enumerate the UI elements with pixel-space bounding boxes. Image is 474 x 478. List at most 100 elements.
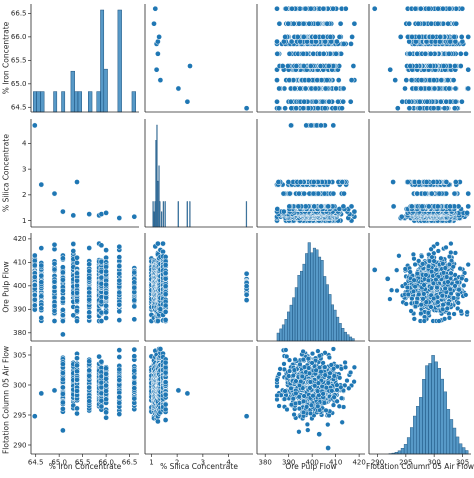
scatter-point [308, 6, 313, 11]
scatter-point [409, 204, 414, 209]
scatter-point [104, 248, 109, 253]
scatter-point [287, 51, 292, 56]
scatter-point [453, 179, 458, 184]
histogram-bar [290, 305, 293, 341]
scatter-point [407, 106, 412, 111]
scatter-point [439, 78, 444, 83]
scatter-point [419, 78, 424, 83]
scatter-point [393, 78, 398, 83]
scatter-point [298, 39, 303, 44]
scatter-point [99, 269, 104, 274]
scatter-point [60, 313, 65, 318]
scatter-point [295, 34, 300, 39]
scatter-point [305, 39, 310, 44]
scatter-point [157, 34, 162, 39]
scatter-point [74, 363, 79, 368]
scatter-point [329, 39, 334, 44]
histogram-bar [97, 92, 101, 112]
scatter-point [296, 204, 301, 209]
scatter-point [74, 179, 79, 184]
scatter-point [60, 318, 65, 323]
histogram-bar [459, 444, 462, 454]
scatter-point [52, 191, 57, 196]
scatter-point [430, 34, 435, 39]
scatter-point [335, 99, 340, 104]
scatter-point [424, 39, 429, 44]
scatter-point [132, 368, 137, 373]
scatter-point [158, 346, 163, 351]
histogram-bar [456, 437, 459, 454]
scatter-point [74, 388, 79, 393]
histogram-bar [33, 92, 36, 112]
histogram-bar [100, 10, 103, 112]
scatter-point [287, 204, 292, 209]
scatter-point [87, 297, 92, 302]
scatter-point [99, 404, 104, 409]
scatter-point [326, 204, 331, 209]
scatter-point [87, 276, 92, 281]
scatter-point [406, 99, 411, 104]
scatter-point [311, 179, 316, 184]
scatter-point [399, 214, 404, 219]
scatter-point [99, 310, 104, 315]
scatter-point [160, 241, 165, 246]
scatter-point [117, 302, 122, 307]
scatter-point [431, 179, 436, 184]
scatter-point [104, 290, 109, 295]
scatter-point [283, 106, 288, 111]
scatter-point [333, 106, 338, 111]
scatter-point [417, 34, 422, 39]
scatter-point [341, 204, 346, 209]
scatter-point [418, 6, 423, 11]
scatter-point [336, 78, 341, 83]
scatter-point [274, 6, 279, 11]
scatter-point [60, 391, 65, 396]
scatter-point [311, 191, 316, 196]
scatter-point [331, 123, 336, 128]
scatter-point [348, 41, 353, 46]
scatter-point [117, 244, 122, 249]
scatter-point [158, 307, 163, 312]
scatter-point [163, 380, 168, 385]
scatter-point [334, 86, 339, 91]
scatter-point [451, 78, 456, 83]
scatter-point [413, 6, 418, 11]
scatter-point [306, 78, 311, 83]
scatter-point [341, 191, 346, 196]
scatter-point [87, 245, 92, 250]
scatter-point [405, 179, 410, 184]
scatter-point [117, 354, 122, 359]
scatter-point [274, 99, 279, 104]
histogram-bar [292, 298, 295, 341]
scatter-point [334, 51, 339, 56]
scatter-point [297, 86, 302, 91]
scatter-point [453, 86, 458, 91]
histogram-bar [156, 140, 157, 227]
scatter-point [323, 39, 328, 44]
scatter-point [276, 179, 281, 184]
scatter-point [388, 67, 393, 72]
scatter-point [437, 191, 442, 196]
scatter-point [420, 204, 425, 209]
scatter-point [99, 398, 104, 403]
scatter-point [39, 263, 44, 268]
scatter-point [117, 309, 122, 314]
scatter-point [275, 51, 280, 56]
scatter-point [117, 271, 122, 276]
scatter-point [74, 356, 79, 361]
scatter-point [274, 39, 279, 44]
scatter-point [87, 290, 92, 295]
scatter-point [435, 204, 440, 209]
scatter-point [132, 298, 137, 303]
scatter-point [97, 354, 102, 359]
scatter-point [407, 51, 412, 56]
scatter-point [431, 78, 436, 83]
scatter-point [185, 99, 190, 104]
scatter-point [447, 6, 452, 11]
scatter-point [458, 63, 463, 68]
scatter-point [313, 34, 318, 39]
scatter-point [74, 318, 79, 323]
histogram-bar [189, 202, 190, 228]
scatter-point [448, 204, 453, 209]
scatter-point [99, 281, 104, 286]
